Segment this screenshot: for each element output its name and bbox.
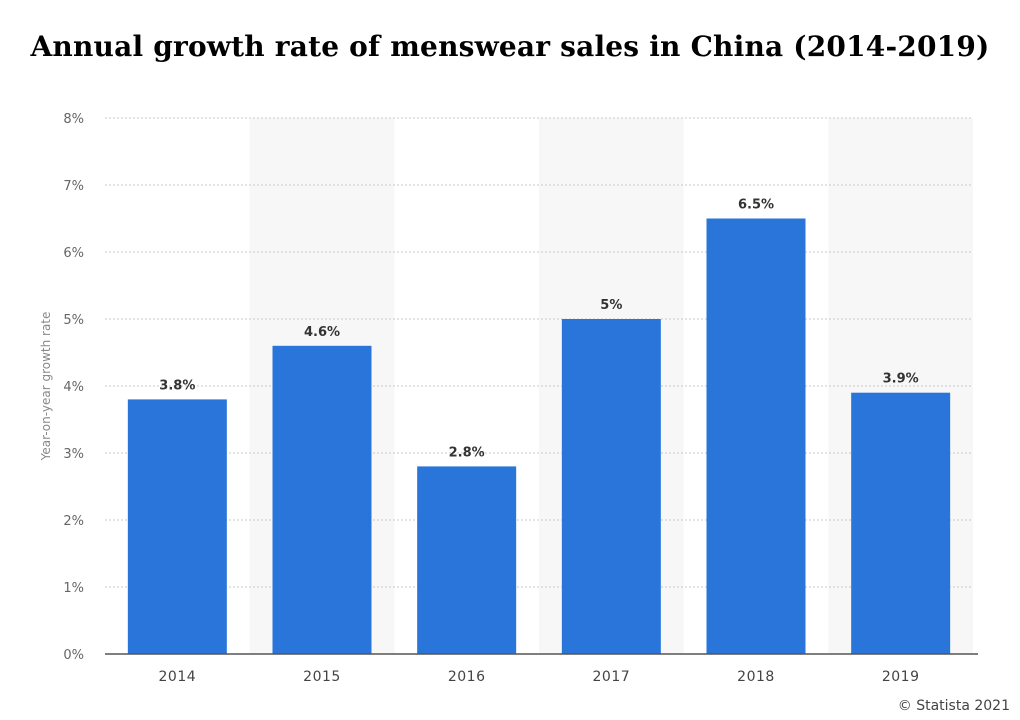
chart-title: Annual growth rate of menswear sales in … xyxy=(30,30,990,63)
x-tick-label-2015: 2015 xyxy=(303,669,341,685)
value-label-2014: 3.8% xyxy=(159,378,195,393)
y-tick-label: 3% xyxy=(63,447,84,462)
statista-credit: © Statista 2021 xyxy=(897,698,1010,714)
y-tick-label: 8% xyxy=(63,112,84,127)
bar-2016[interactable] xyxy=(417,466,517,654)
x-axis-ticks: 2014 2015 2016 2017 2018 2019 xyxy=(159,669,920,685)
y-tick-label: 0% xyxy=(63,648,84,663)
y-tick-label: 2% xyxy=(63,514,84,529)
x-tick-label-2014: 2014 xyxy=(159,669,197,685)
y-axis-ticks: 0% 1% 2% 3% 4% 5% 6% 7% 8% xyxy=(63,112,84,663)
value-label-2015: 4.6% xyxy=(304,325,340,340)
y-tick-label: 7% xyxy=(63,179,84,194)
bar-2015[interactable] xyxy=(272,345,372,654)
bar-2014[interactable] xyxy=(127,399,227,654)
y-tick-label: 5% xyxy=(63,313,84,328)
value-label-2019: 3.9% xyxy=(883,372,919,387)
gridlines xyxy=(105,117,973,588)
x-tick-label-2016: 2016 xyxy=(448,669,486,685)
bar-2018[interactable] xyxy=(706,218,806,655)
value-label-2018: 6.5% xyxy=(738,198,774,213)
bar-2019[interactable] xyxy=(851,392,951,654)
value-labels: 3.8% 4.6% 2.8% 5% 6.5% 3.9% xyxy=(159,198,918,461)
x-tick-label-2017: 2017 xyxy=(593,669,631,685)
value-label-2016: 2.8% xyxy=(449,445,485,460)
bar-2017[interactable] xyxy=(561,319,661,654)
bars xyxy=(127,218,951,655)
value-label-2017: 5% xyxy=(600,298,622,313)
y-tick-label: 1% xyxy=(63,581,84,596)
x-tick-label-2019: 2019 xyxy=(882,669,920,685)
y-axis-title: Year-on-year growth rate xyxy=(39,312,53,462)
x-tick-label-2018: 2018 xyxy=(737,669,775,685)
y-tick-label: 4% xyxy=(63,380,84,395)
y-tick-label: 6% xyxy=(63,246,84,261)
